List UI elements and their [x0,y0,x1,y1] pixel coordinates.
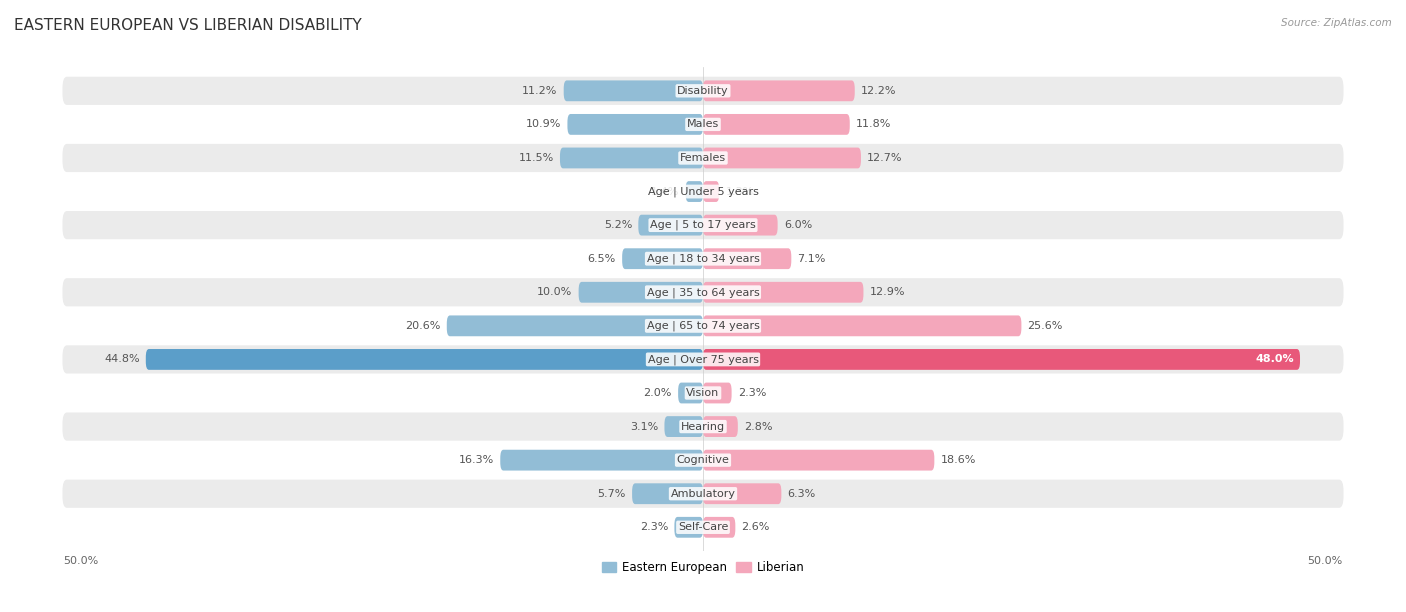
Text: 6.5%: 6.5% [588,254,616,264]
Text: 16.3%: 16.3% [458,455,494,465]
Text: 2.3%: 2.3% [738,388,766,398]
FancyBboxPatch shape [62,245,1344,273]
FancyBboxPatch shape [447,315,703,336]
FancyBboxPatch shape [621,248,703,269]
Text: 2.8%: 2.8% [744,422,772,431]
Text: Disability: Disability [678,86,728,96]
Text: Ambulatory: Ambulatory [671,489,735,499]
Text: 1.4%: 1.4% [651,187,679,196]
Text: Source: ZipAtlas.com: Source: ZipAtlas.com [1281,18,1392,28]
FancyBboxPatch shape [633,483,703,504]
Text: 18.6%: 18.6% [941,455,976,465]
Text: 10.9%: 10.9% [526,119,561,129]
FancyBboxPatch shape [62,446,1344,474]
FancyBboxPatch shape [703,349,1301,370]
FancyBboxPatch shape [703,483,782,504]
Text: 12.2%: 12.2% [860,86,897,96]
Text: 7.1%: 7.1% [797,254,825,264]
FancyBboxPatch shape [703,416,738,437]
FancyBboxPatch shape [62,312,1344,340]
FancyBboxPatch shape [62,110,1344,138]
FancyBboxPatch shape [146,349,703,370]
FancyBboxPatch shape [665,416,703,437]
Text: Cognitive: Cognitive [676,455,730,465]
FancyBboxPatch shape [703,181,720,202]
Legend: Eastern European, Liberian: Eastern European, Liberian [598,556,808,579]
FancyBboxPatch shape [579,282,703,303]
FancyBboxPatch shape [703,315,1021,336]
FancyBboxPatch shape [62,278,1344,307]
Text: 3.1%: 3.1% [630,422,658,431]
FancyBboxPatch shape [703,450,935,471]
FancyBboxPatch shape [62,412,1344,441]
Text: 5.7%: 5.7% [598,489,626,499]
Text: 44.8%: 44.8% [104,354,139,364]
Text: Age | 18 to 34 years: Age | 18 to 34 years [647,253,759,264]
FancyBboxPatch shape [678,382,703,403]
FancyBboxPatch shape [703,80,855,101]
Text: 25.6%: 25.6% [1028,321,1063,331]
Text: 11.5%: 11.5% [519,153,554,163]
Text: 20.6%: 20.6% [405,321,440,331]
Text: 1.3%: 1.3% [725,187,754,196]
Text: Females: Females [681,153,725,163]
Text: 6.0%: 6.0% [785,220,813,230]
Text: Age | 5 to 17 years: Age | 5 to 17 years [650,220,756,230]
Text: Males: Males [688,119,718,129]
FancyBboxPatch shape [560,147,703,168]
Text: Hearing: Hearing [681,422,725,431]
FancyBboxPatch shape [62,177,1344,206]
Text: 10.0%: 10.0% [537,287,572,297]
FancyBboxPatch shape [62,345,1344,373]
Text: EASTERN EUROPEAN VS LIBERIAN DISABILITY: EASTERN EUROPEAN VS LIBERIAN DISABILITY [14,18,361,34]
FancyBboxPatch shape [564,80,703,101]
FancyBboxPatch shape [568,114,703,135]
FancyBboxPatch shape [703,215,778,236]
FancyBboxPatch shape [686,181,703,202]
FancyBboxPatch shape [501,450,703,471]
Text: Vision: Vision [686,388,720,398]
FancyBboxPatch shape [62,513,1344,542]
Text: 48.0%: 48.0% [1256,354,1294,364]
Text: 11.2%: 11.2% [522,86,558,96]
FancyBboxPatch shape [703,248,792,269]
Text: 6.3%: 6.3% [787,489,815,499]
FancyBboxPatch shape [703,114,849,135]
FancyBboxPatch shape [703,517,735,538]
FancyBboxPatch shape [62,144,1344,172]
Text: 5.2%: 5.2% [603,220,633,230]
Text: 12.7%: 12.7% [868,153,903,163]
Text: Self-Care: Self-Care [678,522,728,532]
Text: Age | 65 to 74 years: Age | 65 to 74 years [647,321,759,331]
Text: Age | Over 75 years: Age | Over 75 years [648,354,758,365]
FancyBboxPatch shape [703,382,731,403]
FancyBboxPatch shape [62,379,1344,407]
Text: 2.0%: 2.0% [644,388,672,398]
FancyBboxPatch shape [638,215,703,236]
FancyBboxPatch shape [62,76,1344,105]
FancyBboxPatch shape [703,282,863,303]
Text: 12.9%: 12.9% [870,287,905,297]
Text: 11.8%: 11.8% [856,119,891,129]
Text: 2.6%: 2.6% [741,522,770,532]
FancyBboxPatch shape [62,211,1344,239]
Text: 2.3%: 2.3% [640,522,668,532]
FancyBboxPatch shape [675,517,703,538]
Text: Age | 35 to 64 years: Age | 35 to 64 years [647,287,759,297]
Text: Age | Under 5 years: Age | Under 5 years [648,186,758,197]
FancyBboxPatch shape [62,480,1344,508]
FancyBboxPatch shape [703,147,860,168]
